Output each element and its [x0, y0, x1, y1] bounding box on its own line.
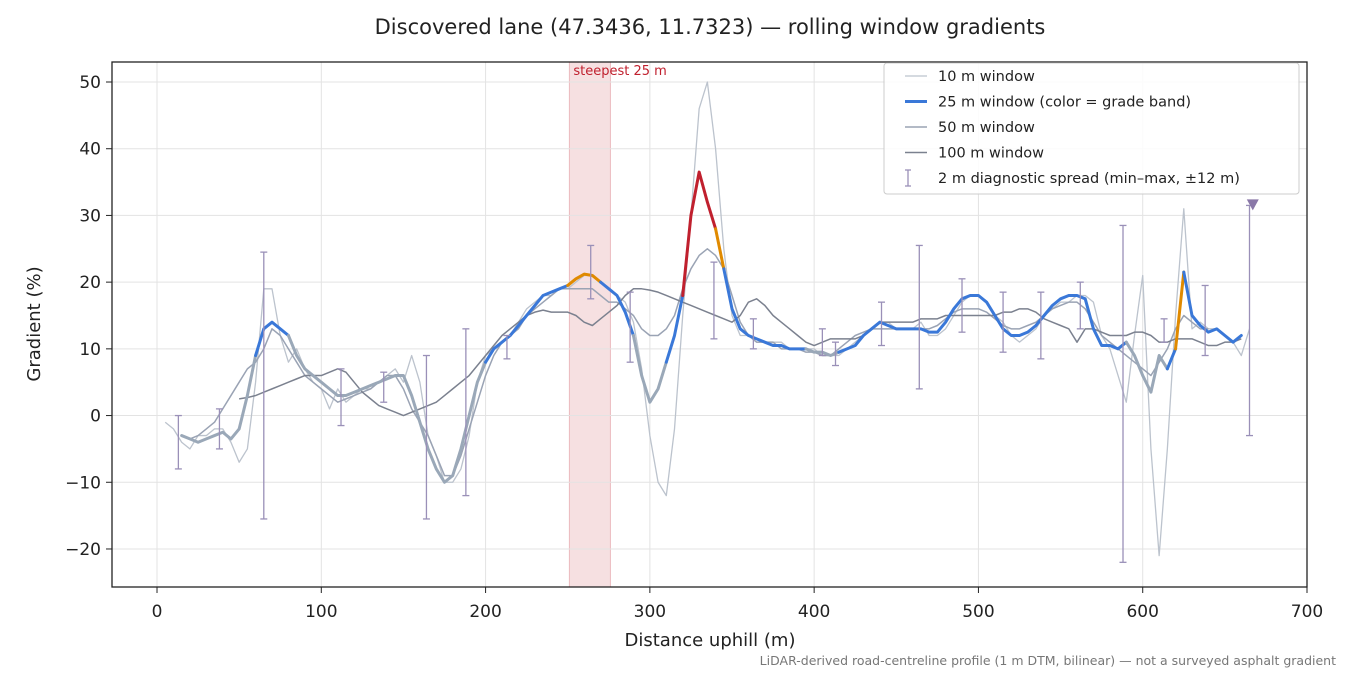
line-segment — [1174, 270, 1186, 351]
x-tick-label: 600 — [1126, 602, 1158, 622]
legend: 10 m window 25 m window (color = grade ba… — [883, 62, 1300, 195]
line-segment — [1182, 270, 1243, 344]
error-bar — [999, 291, 1007, 353]
line-segment — [484, 283, 570, 364]
x-tick-label: 300 — [634, 602, 666, 622]
plot-frame — [111, 61, 1308, 588]
error-bar — [1201, 284, 1209, 357]
x-tick-label: 500 — [962, 602, 994, 622]
y-tick-label: 30 — [79, 206, 101, 226]
line-segment — [599, 280, 635, 338]
legend-label: 50 m window — [938, 120, 1035, 136]
error-bar — [958, 278, 966, 333]
line — [181, 248, 1209, 477]
legend-box — [883, 62, 1300, 195]
error-bar — [380, 371, 388, 403]
error-bar — [878, 301, 886, 347]
y-tick-label: 10 — [79, 340, 101, 360]
error-bar — [832, 341, 840, 367]
line-segment — [254, 320, 290, 358]
legend-label: 100 m window — [938, 146, 1044, 162]
line-segment — [566, 272, 603, 287]
error-bar — [1246, 204, 1254, 437]
error-bar — [462, 328, 470, 497]
line-segment — [722, 267, 808, 351]
line-segment — [1124, 340, 1169, 394]
x-tick-label: 100 — [305, 602, 337, 622]
line-segment — [1165, 347, 1178, 371]
error-bar — [337, 368, 345, 427]
chart-title: Discovered lane (47.3436, 11.7323) — rol… — [375, 15, 1046, 39]
error-bar — [174, 414, 182, 470]
error-bar — [260, 251, 268, 520]
y-axis-label: Gradient (%) — [24, 266, 45, 381]
error-bar — [215, 408, 223, 450]
y-tick-label: −20 — [65, 540, 101, 560]
error-bar — [818, 328, 826, 357]
footnote: LiDAR-derived road-centreline profile (1… — [760, 653, 1336, 668]
error-bar — [1119, 224, 1127, 563]
line-segment — [837, 293, 1128, 354]
legend-label: 2 m diagnostic spread (min–max, ±12 m) — [938, 171, 1240, 187]
y-tick-label: 40 — [79, 140, 101, 160]
error-bar — [710, 261, 718, 340]
y-tick-label: −10 — [65, 473, 101, 493]
x-tick-label: 700 — [1291, 602, 1323, 622]
x-tick-label: 0 — [152, 602, 163, 622]
y-tick-label: 0 — [90, 407, 101, 427]
error-bar — [1076, 281, 1084, 330]
error-bar — [915, 244, 923, 390]
x-axis-label: Distance uphill (m) — [625, 630, 796, 651]
error-bar — [503, 334, 511, 360]
error-bar — [626, 291, 634, 363]
x-tick-label: 400 — [798, 602, 830, 622]
marker — [1246, 199, 1259, 211]
line-segment — [664, 293, 685, 364]
error-bar — [422, 354, 430, 520]
error-bar — [749, 318, 757, 350]
x-tick-label: 200 — [469, 602, 501, 622]
highlight-label: steepest 25 m — [573, 64, 666, 79]
line-segment — [681, 170, 718, 297]
line-segment — [631, 334, 668, 404]
error-bar — [1160, 318, 1168, 343]
line — [239, 288, 1242, 417]
line-segment — [286, 334, 488, 484]
error-bar — [587, 244, 595, 300]
line-segment — [180, 354, 258, 444]
y-tick-label: 20 — [79, 273, 101, 293]
legend-label: 10 m window — [938, 69, 1035, 85]
line-segment — [714, 227, 726, 271]
legend-label: 25 m window (color = grade band) — [938, 95, 1191, 111]
y-tick-label: 50 — [79, 73, 101, 93]
error-bar — [1037, 291, 1045, 360]
